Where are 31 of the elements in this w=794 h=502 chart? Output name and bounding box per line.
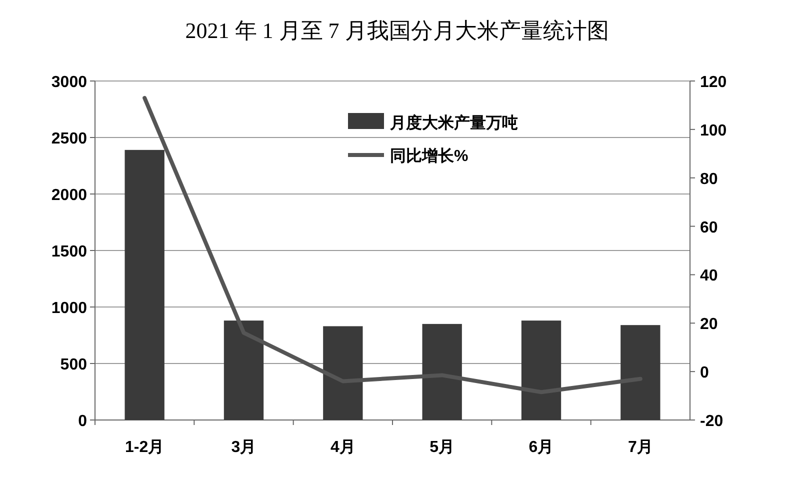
- x-tick-label: 6月: [528, 439, 554, 456]
- x-tick-label: 4月: [330, 439, 356, 456]
- y-tick-label: 2500: [51, 130, 88, 148]
- y-tick-label: 500: [60, 356, 88, 374]
- x-tick-label: 7月: [628, 439, 653, 456]
- y2-tick-label: -20: [700, 413, 724, 430]
- x-tick-label: 5月: [430, 439, 455, 456]
- line-series: [142, 96, 642, 394]
- bar: [323, 326, 363, 420]
- x-tick-label: 3月: [231, 439, 256, 456]
- y2-tick-label: 0: [700, 364, 709, 382]
- y-tick-label: 3000: [51, 74, 88, 91]
- y2-tick-label: 120: [700, 74, 727, 91]
- legend-label: 月度大米产量万吨: [389, 113, 518, 132]
- bar: [620, 325, 660, 420]
- bar: [422, 324, 462, 420]
- chart-title: 2021 年 1 月至 7 月我国分月大米产量统计图: [185, 18, 609, 43]
- y2-tick-label: 40: [700, 268, 718, 285]
- y-tick-label: 2000: [51, 187, 88, 204]
- y-tick-label: 1000: [51, 300, 88, 317]
- y2-tick-label: 60: [700, 219, 718, 236]
- y2-tick-label: 80: [700, 170, 718, 188]
- bar: [124, 150, 164, 420]
- y2-tick-label: 20: [700, 316, 718, 334]
- y-tick-label: 1500: [51, 244, 88, 260]
- y2-tick-label: 100: [700, 122, 727, 140]
- bar: [521, 320, 562, 420]
- y-tick-label: 0: [78, 413, 88, 430]
- x-tick-label: 1-2月: [125, 439, 164, 456]
- legend-label: 同比增长%: [390, 147, 468, 165]
- bar: [224, 320, 264, 420]
